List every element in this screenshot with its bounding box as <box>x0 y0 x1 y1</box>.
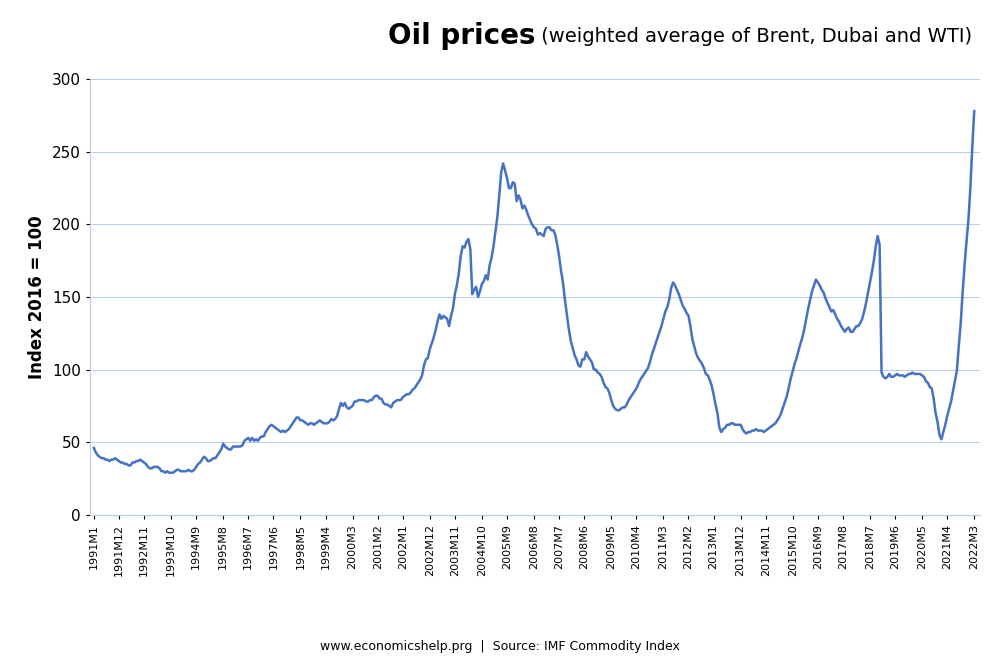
Text: www.economicshelp.prg  |  Source: IMF Commodity Index: www.economicshelp.prg | Source: IMF Comm… <box>320 640 680 653</box>
Text: (weighted average of Brent, Dubai and WTI): (weighted average of Brent, Dubai and WT… <box>535 27 972 46</box>
Text: Oil prices: Oil prices <box>388 22 535 50</box>
Y-axis label: Index 2016 = 100: Index 2016 = 100 <box>28 215 46 379</box>
